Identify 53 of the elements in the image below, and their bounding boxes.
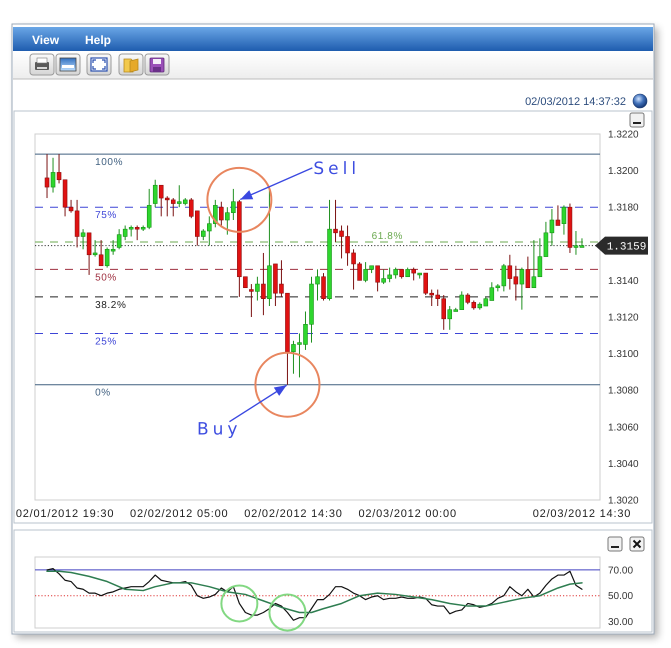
text: Help xyxy=(85,33,112,47)
candlestick xyxy=(261,252,266,316)
candlestick xyxy=(375,265,380,292)
candlestick xyxy=(50,157,56,194)
candlestick xyxy=(219,201,224,228)
y-tick-label: 1.3020 xyxy=(608,496,640,506)
x-tick-label: 02/03/2012 14:30 xyxy=(532,508,632,520)
candlestick xyxy=(399,268,404,280)
x-tick-label: 02/02/2012 05:00 xyxy=(130,508,228,520)
candlestick xyxy=(520,267,524,310)
candlestick xyxy=(249,284,254,318)
candlestick xyxy=(86,232,92,276)
x-tick-label: 02/02/2012 14:30 xyxy=(244,508,343,520)
candlestick xyxy=(92,240,98,258)
y-tick-label: 50.00 xyxy=(608,591,634,602)
annotation: 61.8% xyxy=(372,230,403,242)
annotation: 100% xyxy=(95,157,124,168)
x-tick-label: 02/01/2012 19:30 xyxy=(16,508,114,520)
text: View xyxy=(32,33,60,47)
candlestick xyxy=(255,276,260,302)
y-tick-label: 1.3080 xyxy=(608,386,640,397)
annotation: Buy xyxy=(196,420,242,440)
y-tick-label: 1.3180 xyxy=(608,202,640,214)
candlestick xyxy=(134,225,140,241)
line-series xyxy=(46,570,583,614)
y-tick-label: 1.3060 xyxy=(608,422,640,434)
text: 02/03/2012 14:37:32 xyxy=(525,96,626,108)
annotation: 75% xyxy=(95,210,117,222)
y-tick-label: 30.00 xyxy=(608,617,634,628)
annotation: 25% xyxy=(95,336,117,348)
candlestick xyxy=(80,228,86,250)
candlestick xyxy=(526,256,530,288)
ref-line-label: 1.3159 xyxy=(606,242,646,254)
candlestick xyxy=(98,240,104,266)
candlestick xyxy=(411,267,416,281)
y-tick-label: 1.3120 xyxy=(608,312,640,324)
annotation: 50% xyxy=(95,272,117,284)
candlestick xyxy=(405,267,410,278)
annotation: 0% xyxy=(95,388,111,399)
candlestick xyxy=(152,179,158,208)
candlestick xyxy=(562,204,566,236)
y-tick-label: 70.00 xyxy=(608,565,634,576)
y-tick-label: 1.3220 xyxy=(608,130,640,140)
candlestick xyxy=(556,204,560,226)
x-tick-label: 02/03/2012 00:00 xyxy=(358,508,457,520)
annotation: Sell xyxy=(313,158,360,179)
candlestick xyxy=(44,154,50,199)
y-tick-label: 1.3140 xyxy=(608,276,640,287)
y-tick-label: 1.3200 xyxy=(608,166,640,178)
annotation: 38.2% xyxy=(95,300,126,311)
y-tick-label: 1.3100 xyxy=(608,349,640,360)
y-tick-label: 1.3040 xyxy=(608,458,640,470)
candlestick xyxy=(321,272,326,302)
